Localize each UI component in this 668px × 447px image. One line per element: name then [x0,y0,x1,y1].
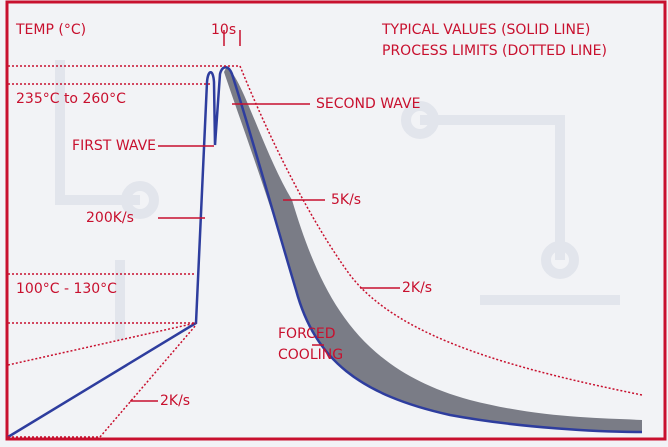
annotation: 5K/s [331,192,361,208]
annotation: 2K/s [160,393,190,409]
limit-line [8,324,197,438]
axis-label: TEMP (°C) [15,22,86,38]
range-label: 235°C to 260°C [16,91,126,107]
annotation: COOLING [278,347,343,363]
annotation: SECOND WAVE [316,96,420,112]
annotation: FIRST WAVE [72,138,156,154]
legend-text: PROCESS LIMITS (DOTTED LINE) [382,43,607,59]
limit-line [239,65,643,396]
annotation: 2K/s [402,280,432,296]
process-limits [7,30,643,438]
legend-text: TYPICAL VALUES (SOLID LINE) [381,22,590,38]
cooling-band [224,68,642,432]
frame [5,0,667,441]
limit-line [7,322,197,366]
annotation: 200K/s [86,210,134,226]
leaders [130,103,400,402]
time-label: 10s [211,22,236,38]
range-label: 100°C - 130°C [16,281,117,297]
typical-profile [7,66,643,439]
annotation: FORCED [278,326,336,342]
